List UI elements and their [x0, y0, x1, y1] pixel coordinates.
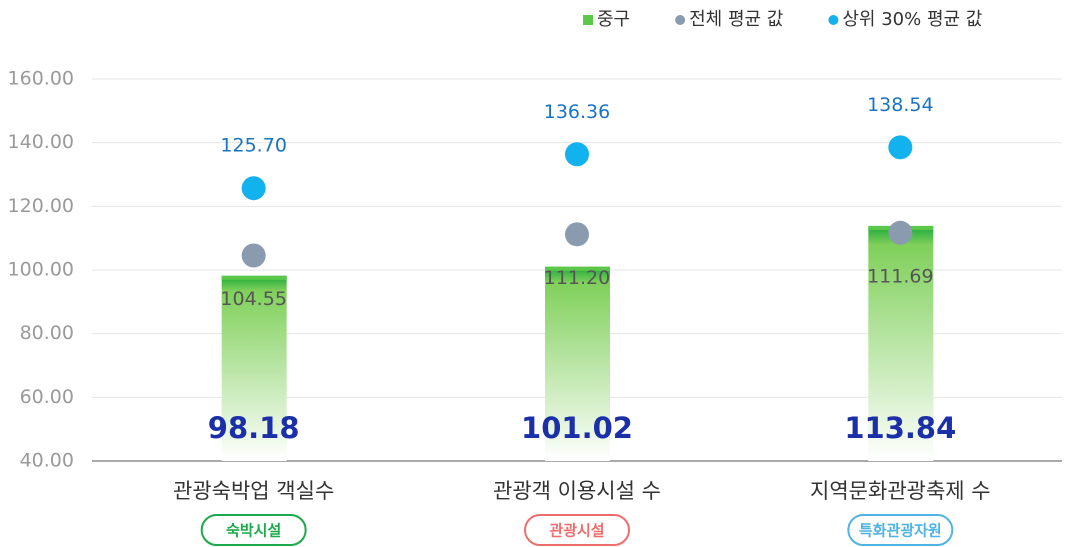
- dot: [241, 176, 266, 201]
- bar: [221, 275, 287, 461]
- y-tick-label: 80.00: [20, 322, 74, 344]
- bar: [868, 225, 934, 461]
- x-tick-label: 관광객 이용시설 수: [493, 479, 661, 503]
- dot: [888, 220, 913, 245]
- legend-marker: [583, 15, 593, 25]
- y-tick-label: 140.00: [8, 131, 74, 153]
- dot-value-label: 125.70: [220, 135, 286, 157]
- bar-value-label: 101.02: [521, 411, 633, 445]
- y-tick-label: 40.00: [20, 450, 74, 472]
- legend-label: 전체 평균 값: [689, 9, 783, 30]
- category-tag: [200, 514, 307, 546]
- dot-value-label: 104.55: [220, 288, 286, 310]
- category-tag: [524, 514, 630, 546]
- dot-value-label: 111.20: [544, 267, 610, 289]
- dot: [241, 243, 266, 268]
- dot: [565, 142, 589, 167]
- bar: [545, 266, 610, 461]
- bar-top: [221, 275, 287, 280]
- legend-label: 상위 30% 평균 값: [842, 9, 982, 30]
- category-tag-label: 특화관광자원: [859, 522, 942, 540]
- bar-value-label: 113.84: [844, 411, 956, 445]
- dot-value-label: 111.69: [867, 265, 933, 287]
- category-tag: [847, 514, 954, 546]
- legend-label: 중구: [597, 9, 630, 30]
- category-tag-label: 숙박시설: [226, 522, 281, 540]
- legend-marker: [828, 15, 839, 25]
- bar-top: [545, 266, 610, 271]
- bar-value-label: 98.18: [208, 411, 300, 445]
- x-tick-label: 지역문화관광축제 수: [810, 479, 991, 503]
- dot: [565, 222, 589, 247]
- dot: [888, 135, 913, 160]
- legend-marker: [675, 15, 686, 25]
- y-tick-label: 100.00: [8, 259, 74, 281]
- y-tick-label: 60.00: [20, 386, 74, 408]
- dot-value-label: 138.54: [867, 94, 933, 116]
- y-tick-label: 120.00: [8, 195, 74, 217]
- y-tick-label: 160.00: [8, 68, 74, 90]
- category-tag-label: 관광시설: [549, 522, 604, 540]
- x-tick-label: 관광숙박업 객실수: [173, 479, 334, 503]
- dot-value-label: 136.36: [544, 101, 610, 123]
